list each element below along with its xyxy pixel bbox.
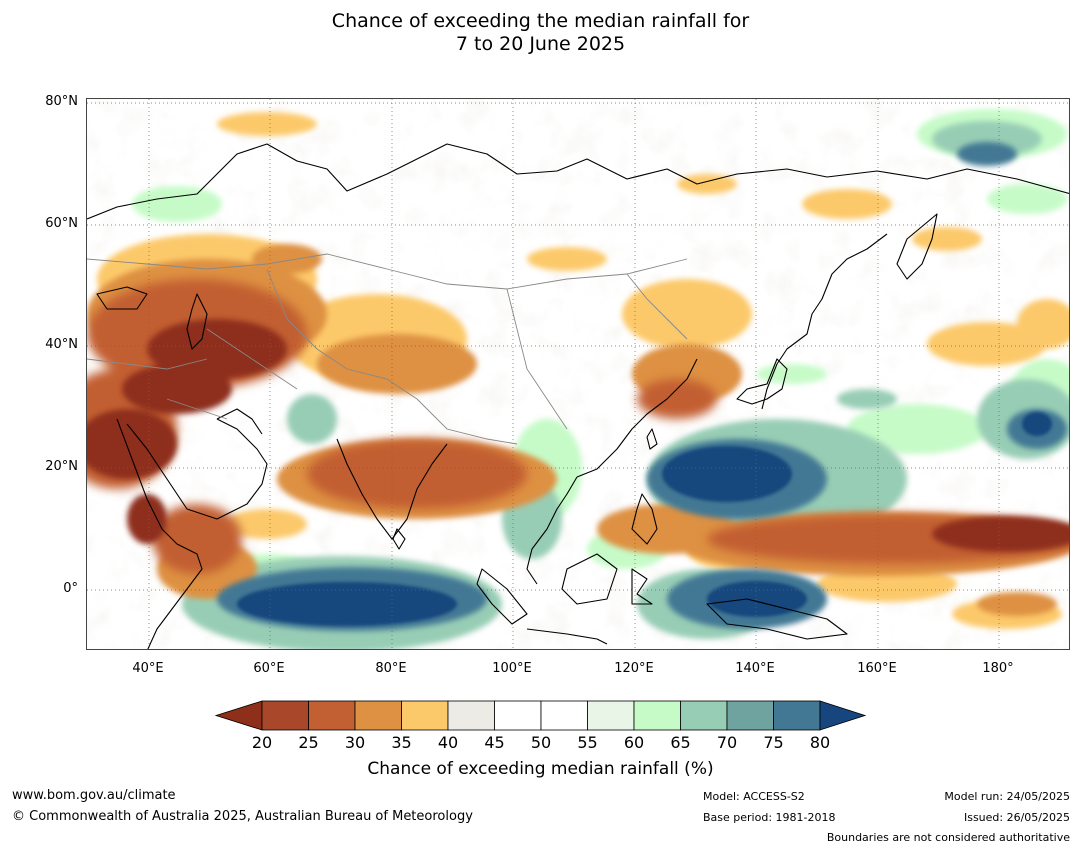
copyright-text: © Commonwealth of Australia 2025, Austra…	[12, 809, 473, 824]
colorbar-segment	[308, 700, 356, 731]
website-link[interactable]: www.bom.gov.au/climate	[12, 788, 176, 803]
map-title-line2: 7 to 20 June 2025	[455, 33, 626, 55]
colorbar-tick-label: 70	[716, 733, 738, 752]
colorbar-tick-label: 30	[344, 733, 366, 752]
colorbar-extend-low	[214, 700, 263, 731]
lat-label-60n: 60°N	[45, 216, 78, 231]
country-borders	[87, 253, 688, 445]
dry-very-strong-areas	[87, 319, 1069, 552]
lon-label-40e: 40°E	[132, 661, 164, 676]
colorbar-tick-label: 75	[763, 733, 784, 752]
lon-label-60e: 60°E	[253, 661, 285, 676]
lon-label-140e: 140°E	[735, 661, 775, 676]
issued-date: Issued: 26/05/2025	[963, 811, 1070, 824]
base-period: Base period: 1981-2018	[703, 811, 836, 824]
lon-label-120e: 120°E	[614, 661, 654, 676]
lat-label-80n: 80°N	[45, 94, 78, 109]
colorbar-segment	[401, 700, 449, 731]
colorbar-segment	[261, 700, 309, 731]
colorbar-tick-label: 55	[577, 733, 598, 752]
graticule	[87, 99, 1069, 649]
colorbar-label: Chance of exceeding median rainfall (%)	[367, 759, 714, 779]
colorbar-tick-label: 35	[391, 733, 412, 752]
colorbar-tick-label: 40	[437, 733, 459, 752]
colorbar-segment	[773, 700, 821, 731]
rainfall-probability-map	[86, 98, 1070, 650]
colorbar-segment	[680, 700, 728, 731]
lat-label-40n: 40°N	[45, 337, 78, 352]
colorbar-segment	[540, 700, 588, 731]
colorbar-tick-label: 80	[809, 733, 831, 752]
colorbar-segment	[354, 700, 402, 731]
colorbar-segment	[447, 700, 495, 731]
map-title-line1: Chance of exceeding the median rainfall …	[331, 10, 750, 32]
colorbar-segment	[494, 700, 542, 731]
map-canvas	[87, 99, 1069, 649]
colorbar-tick-label: 20	[251, 733, 273, 752]
colorbar-tick-label: 60	[623, 733, 645, 752]
colorbar-tick-label: 50	[530, 733, 552, 752]
lon-label-80e: 80°E	[375, 661, 407, 676]
model-run-date: Model run: 24/05/2025	[944, 790, 1070, 803]
coastlines	[87, 143, 1069, 649]
colorbar-tick-label: 25	[298, 733, 319, 752]
colorbar-tick-label: 45	[484, 733, 505, 752]
lon-label-160e: 160°E	[857, 661, 897, 676]
colorbar-segment	[726, 700, 774, 731]
lat-label-0: 0°	[63, 581, 78, 596]
colorbar-segment	[587, 700, 635, 731]
colorbar	[214, 700, 867, 731]
lon-label-180: 180°	[982, 661, 1014, 676]
lat-label-20n: 20°N	[45, 459, 78, 474]
model-name: Model: ACCESS-S2	[703, 790, 805, 803]
boundaries-disclaimer: Boundaries are not considered authoritat…	[826, 831, 1070, 844]
colorbar-tick-label: 65	[670, 733, 691, 752]
colorbar-extend-high	[819, 700, 867, 731]
lon-label-100e: 100°E	[492, 661, 532, 676]
colorbar-segment	[633, 700, 681, 731]
